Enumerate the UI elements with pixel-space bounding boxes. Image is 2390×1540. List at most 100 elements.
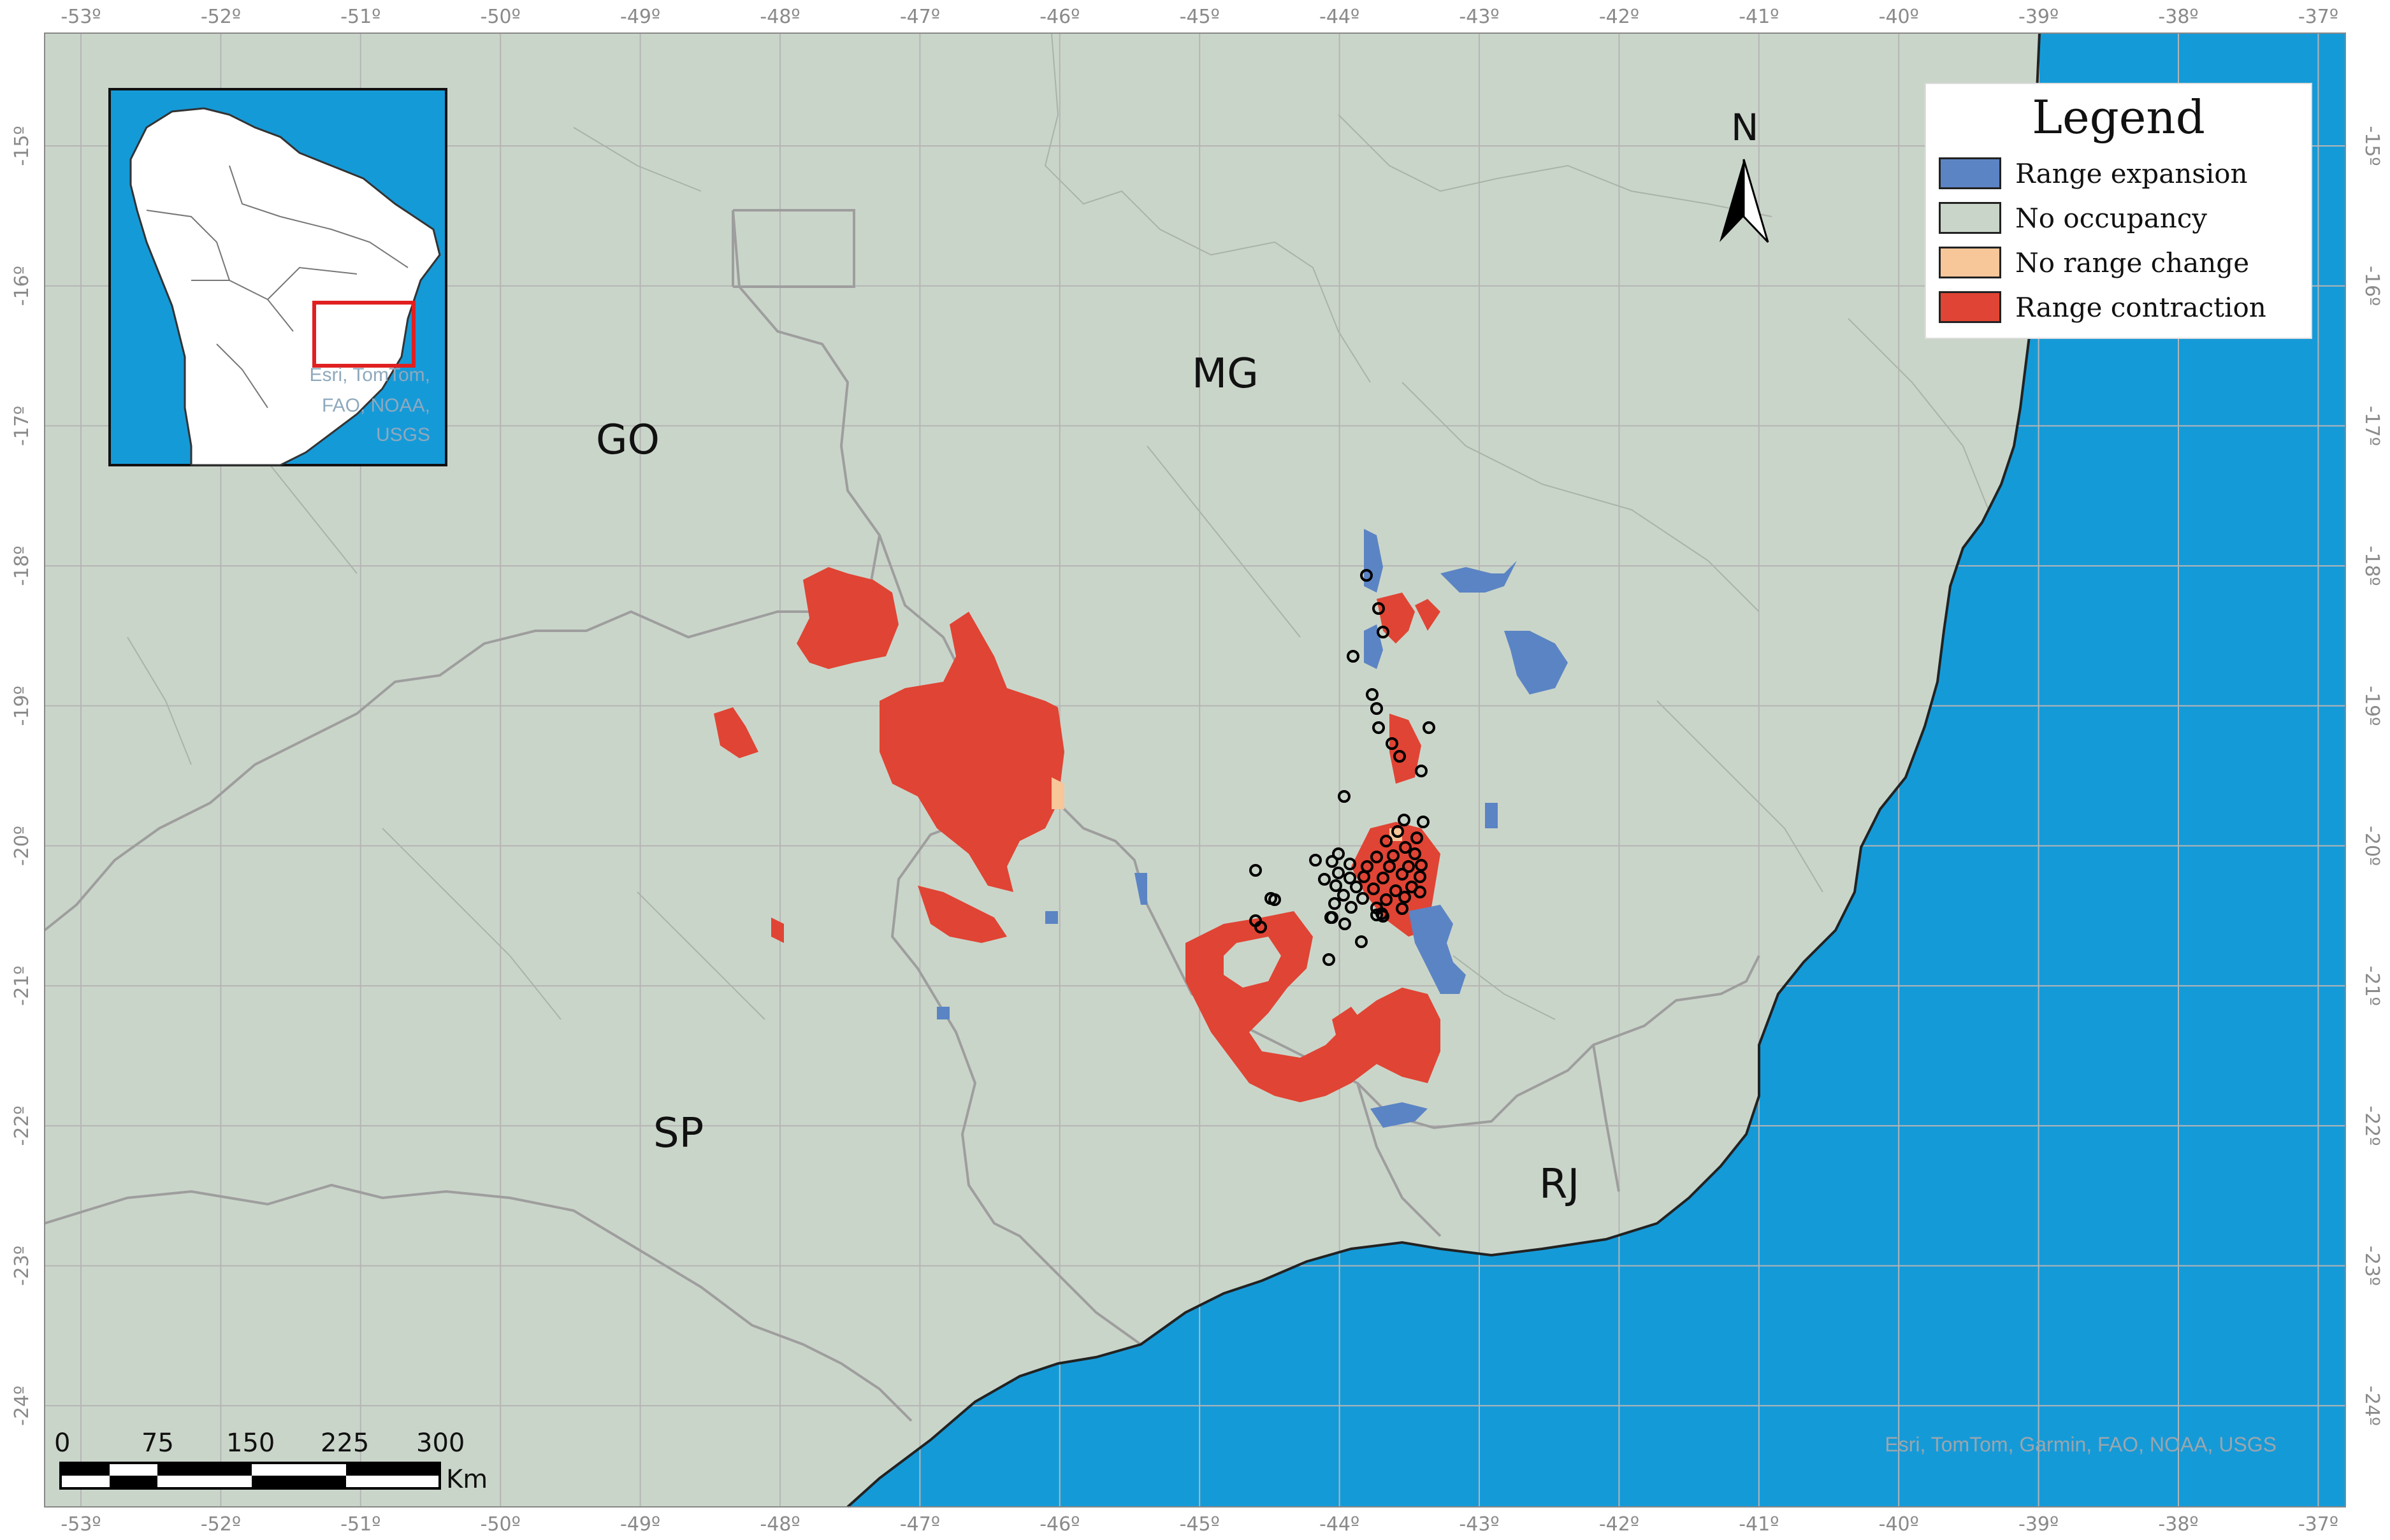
bottom-longitude-label: -43º — [1459, 1513, 1499, 1536]
left-latitude-label: -24º — [11, 1386, 33, 1426]
map-credit: Esri, TomTom, Garmin, FAO, NOAA, USGS — [1885, 1433, 2277, 1456]
top-longitude-label: -40º — [1879, 6, 1919, 28]
left-latitude-label: -19º — [11, 686, 33, 726]
occurrence-point — [1318, 873, 1331, 886]
occurrence-point — [1380, 835, 1393, 847]
top-longitude-label: -43º — [1459, 6, 1499, 28]
left-latitude-label: -21º — [11, 966, 33, 1006]
scale-tick-300: 300 — [416, 1428, 465, 1458]
bottom-longitude-label: -51º — [340, 1513, 380, 1536]
inset-credit-line-1: Esri, TomTom, — [310, 364, 430, 385]
occurrence-point — [1328, 897, 1341, 910]
scale-tick-75: 75 — [141, 1428, 174, 1458]
occurrence-point — [1370, 702, 1383, 715]
occurrence-point — [1268, 893, 1281, 906]
left-latitude-label: -23º — [11, 1246, 33, 1286]
occurrence-point — [1389, 884, 1402, 897]
right-latitude-label: -21º — [2361, 966, 2383, 1006]
top-longitude-label: -39º — [2018, 6, 2059, 28]
north-arrow-left-half — [1720, 159, 1744, 242]
occurrence-point — [1329, 879, 1342, 892]
top-longitude-label: -52º — [201, 6, 241, 28]
occurrence-point — [1338, 918, 1351, 930]
occurrence-point — [1345, 901, 1358, 914]
occurrence-point — [1254, 921, 1267, 933]
top-longitude-label: -44º — [1319, 6, 1359, 28]
left-latitude-label: -15º — [11, 126, 33, 166]
occurrence-point — [1372, 602, 1385, 615]
right-latitude-label: -22º — [2361, 1105, 2383, 1146]
top-longitude-label: -38º — [2158, 6, 2198, 28]
coastline — [846, 32, 2041, 1508]
occurrence-point — [1358, 870, 1370, 883]
occurrence-point — [1326, 911, 1338, 924]
occurrence-point — [1383, 860, 1396, 873]
scale-bar-segment-3 — [157, 1464, 252, 1476]
bottom-longitude-label: -46º — [1039, 1513, 1080, 1536]
legend-swatch-range-contraction — [1939, 291, 2001, 323]
occurrence-point — [1356, 892, 1369, 905]
ocean — [848, 33, 2345, 1507]
graticule-labels: -53º -52º -51º -50º -49º -48º -47º -46º -45º -44º… — [11, 6, 2383, 1536]
top-longitude-label: -49º — [620, 6, 660, 28]
occurrence-point — [1366, 688, 1379, 701]
occurrence-point — [1387, 849, 1400, 862]
occurrence-point — [1372, 721, 1385, 734]
bottom-longitude-label: -45º — [1180, 1513, 1220, 1536]
top-longitude-label: -37º — [2298, 6, 2338, 28]
occurrence-point — [1367, 882, 1380, 895]
occurrence-point — [1423, 721, 1435, 734]
scale-bar-segment-5 — [346, 1464, 440, 1476]
range-contraction-areas — [714, 567, 1440, 1102]
legend: Legend Range expansion No occupancy No r… — [1925, 83, 2312, 339]
occurrence-point — [1415, 765, 1428, 777]
occurrence-point — [1375, 907, 1388, 920]
top-longitude-label: -47º — [900, 6, 940, 28]
right-latitude-label: -15º — [2361, 126, 2383, 166]
left-latitude-label: -20º — [11, 826, 33, 866]
left-latitude-label: -22º — [11, 1105, 33, 1146]
top-longitude-label: -50º — [481, 6, 521, 28]
right-latitude-label: -19º — [2361, 686, 2383, 726]
north-arrow-label: N — [1731, 106, 1758, 149]
legend-label-no-range-change: No range change — [2015, 247, 2250, 278]
bottom-longitude-label: -48º — [760, 1513, 800, 1536]
occurrence-point — [1360, 569, 1373, 582]
legend-label-range-contraction: Range contraction — [2015, 291, 2266, 323]
bottom-longitude-label: -47º — [900, 1513, 940, 1536]
range-expansion-areas — [937, 529, 1568, 1128]
legend-item-range-expansion: Range expansion — [1939, 155, 2248, 191]
bottom-longitude-label: -42º — [1599, 1513, 1639, 1536]
occurrence-point — [1414, 870, 1426, 883]
legend-item-no-occupancy: No occupancy — [1939, 200, 2207, 236]
right-latitude-label: -23º — [2361, 1246, 2383, 1286]
top-longitude-label: -53º — [61, 6, 101, 28]
scale-unit: Km — [446, 1465, 488, 1494]
scale-tick-150: 150 — [226, 1428, 275, 1458]
bottom-longitude-label: -53º — [61, 1513, 101, 1536]
occurrence-point — [1249, 864, 1262, 877]
map-frame — [44, 32, 2346, 1508]
right-latitude-label: -17º — [2361, 406, 2383, 446]
top-longitude-label: -41º — [1739, 6, 1779, 28]
bottom-longitude-label: -39º — [2018, 1513, 2059, 1536]
occurrence-point — [1391, 825, 1404, 838]
legend-label-no-occupancy: No occupancy — [2015, 202, 2207, 234]
occurrence-point — [1343, 872, 1356, 884]
no-range-change-areas — [1052, 777, 1402, 841]
inset-south-america — [129, 107, 441, 466]
occurrence-point — [1332, 867, 1345, 879]
legend-label-range-expansion: Range expansion — [2015, 157, 2248, 189]
internal-borders — [127, 32, 1989, 1020]
occurrence-point — [1343, 858, 1356, 870]
occurrence-point — [1417, 816, 1430, 828]
occurrence-point — [1396, 868, 1409, 881]
bottom-longitude-label: -44º — [1319, 1513, 1359, 1536]
scale-bar-segment-1 — [62, 1464, 110, 1476]
occurrence-point — [1347, 650, 1359, 663]
occurrence-point — [1377, 872, 1389, 884]
occurrence-point — [1398, 814, 1410, 826]
state-label-rj: RJ — [1539, 1161, 1579, 1208]
bottom-longitude-label: -52º — [201, 1513, 241, 1536]
occurrence-point — [1409, 847, 1421, 860]
